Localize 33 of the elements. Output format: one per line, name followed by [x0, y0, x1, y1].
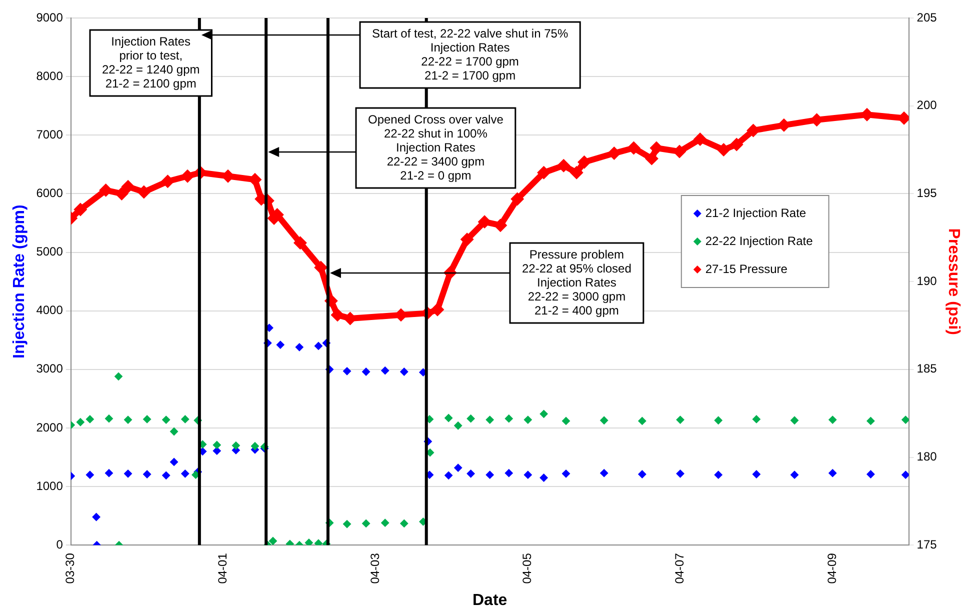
- x-tick-label: 04-07: [672, 552, 687, 584]
- legend-label: 21-2 Injection Rate: [705, 206, 806, 220]
- ref-line-label: Pressure problem 22-22 at 95% closed Injection Rates 22-22 = 3000 gpm 21-2 = 400 gpm: [522, 247, 632, 318]
- x-tick-label: 03-30: [63, 552, 78, 584]
- y2-tick-label: 205: [916, 10, 938, 24]
- y2-tick-label: 200: [916, 98, 938, 112]
- y-tick-label: 7000: [36, 127, 64, 142]
- y-tick-label: 4000: [36, 303, 64, 318]
- y2-tick-label: 185: [916, 362, 938, 376]
- y-tick-label: 1000: [36, 478, 64, 493]
- x-tick-label: 04-09: [824, 552, 839, 584]
- x-tick-label: 04-05: [520, 552, 534, 584]
- y2-tick-label: 175: [916, 537, 938, 552]
- y2-tick-label: 190: [916, 274, 938, 288]
- y-tick-label: 9000: [36, 10, 64, 24]
- y2-tick-label: 180: [916, 450, 938, 464]
- y-tick-label: 5000: [36, 244, 64, 259]
- y-axis-title: Injection Rate (gpm): [11, 204, 28, 358]
- y2-tick-label: 195: [916, 186, 938, 200]
- ref-line-label: Opened Cross over valve 22-22 shut in 100% Injection Rates 22-22 = 3400 gpm 21-2 = 0 gpm: [368, 112, 504, 182]
- y-tick-label: 2000: [36, 420, 64, 434]
- legend-label: 22-22 Injection Rate: [705, 234, 814, 248]
- y-tick-label: 0: [56, 537, 64, 552]
- x-tick-label: 04-01: [216, 552, 230, 584]
- x-axis-title: Date: [472, 592, 508, 609]
- y-tick-label: 6000: [36, 186, 64, 200]
- legend-label: 27-15 Pressure: [705, 262, 788, 276]
- ref-line-label: Start of test, 22-22 valve shut in 75% Injection Rates 22-22 = 1700 gpm 21-2 = 1700 gpm: [372, 26, 568, 82]
- annotation: Injection Rates prior to test, 22-22 = 1240 gpm 21-2 = 2100 gpm: [102, 34, 200, 90]
- x-tick-label: 04-03: [368, 552, 382, 584]
- y-tick-label: 8000: [36, 68, 64, 83]
- y-tick-label: 3000: [36, 362, 64, 376]
- y2-axis-title: Pressure (psi): [944, 228, 962, 335]
